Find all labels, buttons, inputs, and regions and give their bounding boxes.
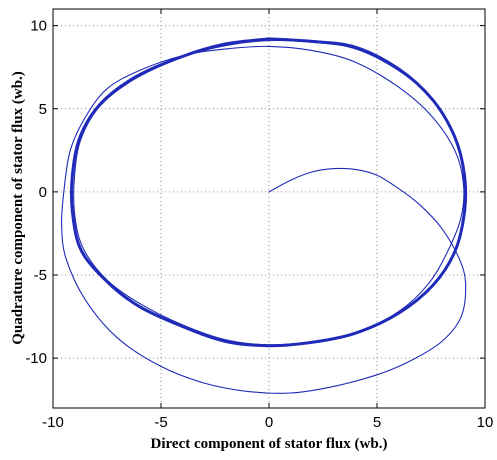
x-tick-label: 10 xyxy=(477,414,494,431)
grid xyxy=(53,9,485,408)
x-tick-label: 0 xyxy=(265,414,273,431)
plot-series xyxy=(61,37,468,394)
y-tick-label: 0 xyxy=(39,184,47,201)
x-axis-label: Direct component of stator flux (wb.) xyxy=(151,436,388,452)
x-tick-label: -10 xyxy=(42,414,64,431)
plot-frame xyxy=(52,8,486,409)
y-tick-label: -5 xyxy=(34,267,47,284)
x-tick-label: 5 xyxy=(373,414,381,431)
transient-flux-trajectory xyxy=(61,39,467,394)
steady-state-flux-trajectory xyxy=(69,37,468,348)
y-tick-label: 10 xyxy=(30,18,47,35)
y-tick-label: -10 xyxy=(25,350,47,367)
y-axis-label: Quadrature component of stator flux (wb.… xyxy=(10,71,26,345)
y-tick-label: 5 xyxy=(39,101,47,118)
axis-ticks: -10 -5 0 5 10 10 5 0 -5 -10 xyxy=(25,9,493,431)
x-tick-label: -5 xyxy=(154,414,167,431)
